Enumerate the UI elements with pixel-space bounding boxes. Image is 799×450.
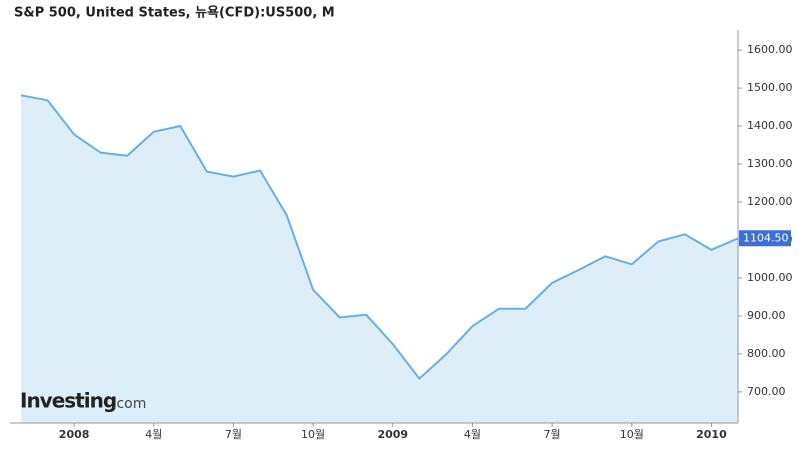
- area: [21, 95, 738, 423]
- y-tick-label: 1500.00: [747, 81, 793, 94]
- y-tick-label: 1200.00: [747, 195, 793, 208]
- x-tick-label: 7월: [225, 428, 242, 441]
- x-tick-label: 7월: [544, 428, 561, 441]
- last-value-label: 1104.50: [743, 231, 789, 244]
- y-tick-label: 1400.00: [747, 119, 793, 132]
- line: [20, 94, 739, 381]
- y-tick-label: 1000.00: [747, 271, 793, 284]
- y-tick-label: 700.00: [747, 385, 786, 398]
- x-tick-label: 4월: [464, 428, 481, 441]
- plot-area: [20, 94, 739, 423]
- watermark-brand: Investing: [20, 389, 116, 413]
- x-tick-label: 2010: [696, 428, 727, 441]
- y-tick-label: 900.00: [747, 309, 786, 322]
- watermark-suffix: .com: [112, 396, 146, 412]
- x-tick-label: 10월: [620, 428, 644, 441]
- x-tick-label: 2008: [59, 428, 90, 441]
- chart-title: S&P 500, United States, 뉴욕(CFD):US500, M: [14, 5, 335, 21]
- x-tick-label: 4월: [145, 428, 162, 441]
- last-value-box: [739, 230, 791, 247]
- x-tick-label: 10월: [301, 428, 325, 441]
- x-tick-label: 2009: [377, 428, 408, 441]
- y-tick-label: 1600.00: [747, 43, 793, 56]
- y-tick-label: 800.00: [747, 347, 786, 360]
- y-tick-label: 1300.00: [747, 157, 793, 170]
